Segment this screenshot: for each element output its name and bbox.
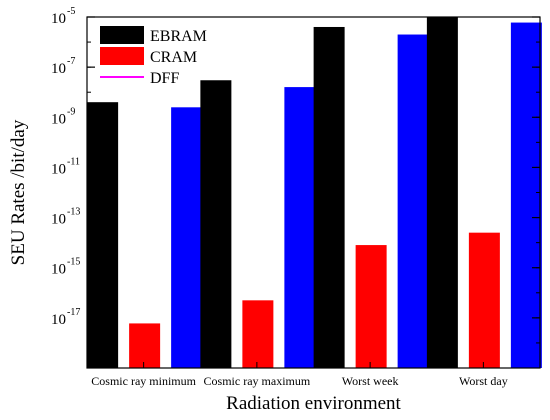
bar-ebram-0 <box>87 102 119 368</box>
legend-swatch-cram <box>100 47 144 65</box>
y-tick-exponent: -15 <box>67 257 80 268</box>
y-tick-label: 10 <box>51 212 66 228</box>
bars-layer <box>87 17 542 369</box>
bar-ebram-3 <box>426 17 458 368</box>
y-tick-exponent: -13 <box>67 207 80 218</box>
y-axis-label: SEU Rates /bit/day <box>8 119 29 265</box>
y-tick-exponent: -5 <box>67 6 75 17</box>
legend-label-dff: DFF <box>150 70 179 87</box>
bar-cram-2 <box>355 245 387 368</box>
bar-dff-2 <box>397 34 429 369</box>
y-tick-label: 10 <box>51 262 66 278</box>
legend: EBRAM CRAM DFF <box>100 26 207 87</box>
y-tick-exponent: -9 <box>67 106 75 117</box>
y-tick-exponent: -7 <box>67 56 75 67</box>
y-tick-label: 10 <box>51 312 66 328</box>
x-tick-label: Worst week <box>342 374 399 388</box>
bar-ebram-2 <box>313 26 345 368</box>
bar-dff-3 <box>510 22 542 368</box>
y-tick-label: 10 <box>51 11 66 27</box>
legend-label-ebram: EBRAM <box>150 28 207 45</box>
y-tick-label: 10 <box>51 111 66 127</box>
legend-swatch-ebram <box>100 26 144 44</box>
y-tick-exponent: -11 <box>67 156 80 167</box>
bar-dff-1 <box>284 87 316 368</box>
x-tick-label: Worst day <box>459 374 508 388</box>
x-axis-label: Radiation environment <box>226 393 401 414</box>
bar-cram-3 <box>468 232 500 368</box>
x-tick-label: Cosmic ray minimum <box>91 374 196 388</box>
bar-dff-0 <box>171 107 203 369</box>
bar-cram-1 <box>242 300 274 368</box>
bar-ebram-1 <box>200 80 232 369</box>
legend-label-cram: CRAM <box>150 49 197 66</box>
bar-cram-0 <box>129 323 161 368</box>
y-tick-label: 10 <box>51 161 66 177</box>
x-tick-label: Cosmic ray maximum <box>204 374 311 388</box>
y-tick-label: 10 <box>51 61 66 77</box>
x-axis: Cosmic ray minimum Cosmic ray maximum Wors… <box>91 362 508 388</box>
y-tick-exponent: -17 <box>67 307 80 318</box>
